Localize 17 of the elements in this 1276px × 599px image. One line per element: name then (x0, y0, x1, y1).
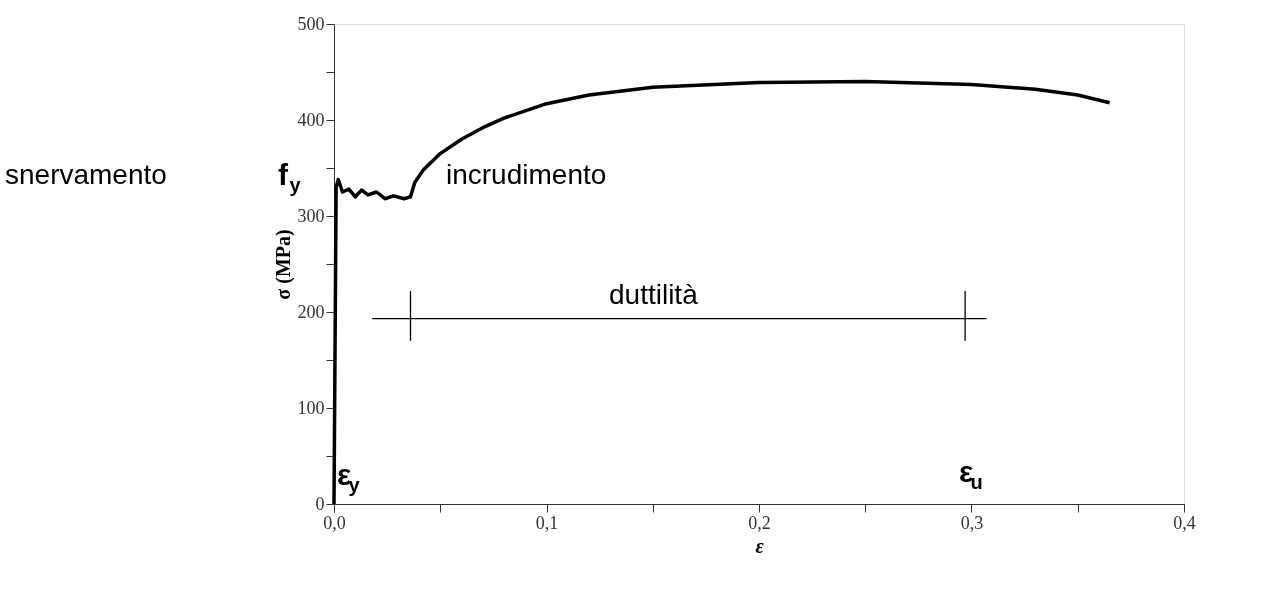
x-tick-label: 0,2 (748, 512, 771, 533)
x-tick-label: 0,0 (323, 512, 346, 533)
y-tick-label: 0 (315, 493, 325, 514)
x-tick-label: 0,4 (1173, 512, 1196, 533)
y-tick-label: 500 (297, 13, 325, 34)
y-tick-label: 400 (297, 109, 325, 130)
x-axis-title: ε (755, 534, 765, 557)
line-series (332, 79, 1112, 506)
x-tick-label: 0,1 (535, 512, 559, 533)
y-axis-title: σ (MPa) (271, 229, 295, 300)
y-tick-label: 300 (297, 205, 325, 226)
y-tick-label: 200 (297, 301, 325, 322)
y-tick-label: 100 (297, 397, 325, 418)
annotation: incrudimento (446, 159, 607, 190)
annotation: duttilità (609, 279, 699, 310)
text: snervamento (5, 159, 167, 190)
x-tick-label: 0,3 (960, 512, 984, 533)
